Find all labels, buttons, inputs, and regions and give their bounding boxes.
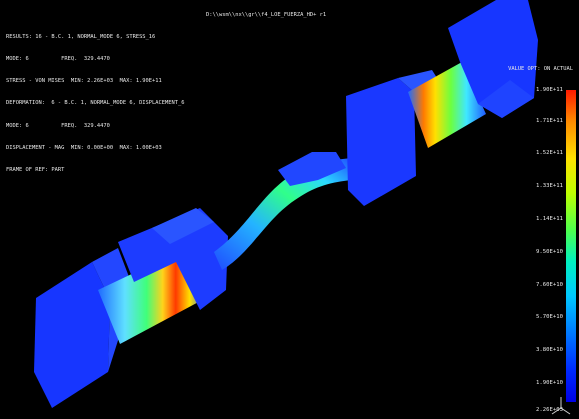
legend-tick: 3.80E+10	[536, 347, 563, 353]
legend-tick: 1.90E+10	[536, 380, 563, 386]
legend-tick: 1.14E+11	[536, 216, 563, 222]
info-line: RESULTS: 16 - B.C. 1, NORMAL_MODE 6, STR…	[6, 33, 156, 40]
shaft-coupling	[278, 152, 346, 186]
center-shaft	[214, 158, 352, 270]
legend-title: VALUE OPT: ON ACTUAL	[508, 66, 573, 72]
legend-tick: 1.90E+11	[536, 87, 563, 93]
right-hub	[346, 78, 416, 206]
left-end-block	[34, 262, 110, 408]
info-line: MODE: 6 FREQ. 329.4470	[6, 122, 110, 129]
legend-tick: 9.50E+10	[536, 249, 563, 255]
left-hub-top	[152, 208, 214, 244]
left-hub	[118, 208, 228, 310]
info-line: DISPLACEMENT - MAG MIN: 0.00E+00 MAX: 1.…	[6, 144, 162, 151]
info-line: FRAME OF REF: PART	[6, 167, 65, 174]
right-end-block-face	[478, 80, 534, 118]
info-line: DEFORMATION: 6 - B.C. 1, NORMAL_MODE 6, …	[6, 100, 185, 107]
results-info-block: RESULTS: 16 - B.C. 1, NORMAL_MODE 6, STR…	[6, 19, 185, 189]
legend-tick: 1.52E+11	[536, 150, 563, 156]
legend-tick: 5.70E+10	[536, 314, 563, 320]
info-line: STRESS - VON MISES MIN: 2.26E+03 MAX: 1.…	[6, 78, 162, 85]
coordinate-triad-icon	[551, 397, 571, 415]
legend-tick: 2.26E+03	[536, 407, 563, 413]
right-web-region	[408, 62, 486, 148]
model-file-title: D:\\wsm\\nx\\gr\\f4_LOE_FUERZA_HD+ r1	[206, 12, 327, 18]
stress-color-bar	[566, 90, 576, 402]
info-line: MODE: 6 FREQ. 329.4470	[6, 56, 110, 63]
legend-tick: 1.71E+11	[536, 118, 563, 124]
left-web-region	[98, 250, 206, 344]
legend-tick: 1.33E+11	[536, 183, 563, 189]
legend-tick: 7.60E+10	[536, 282, 563, 288]
